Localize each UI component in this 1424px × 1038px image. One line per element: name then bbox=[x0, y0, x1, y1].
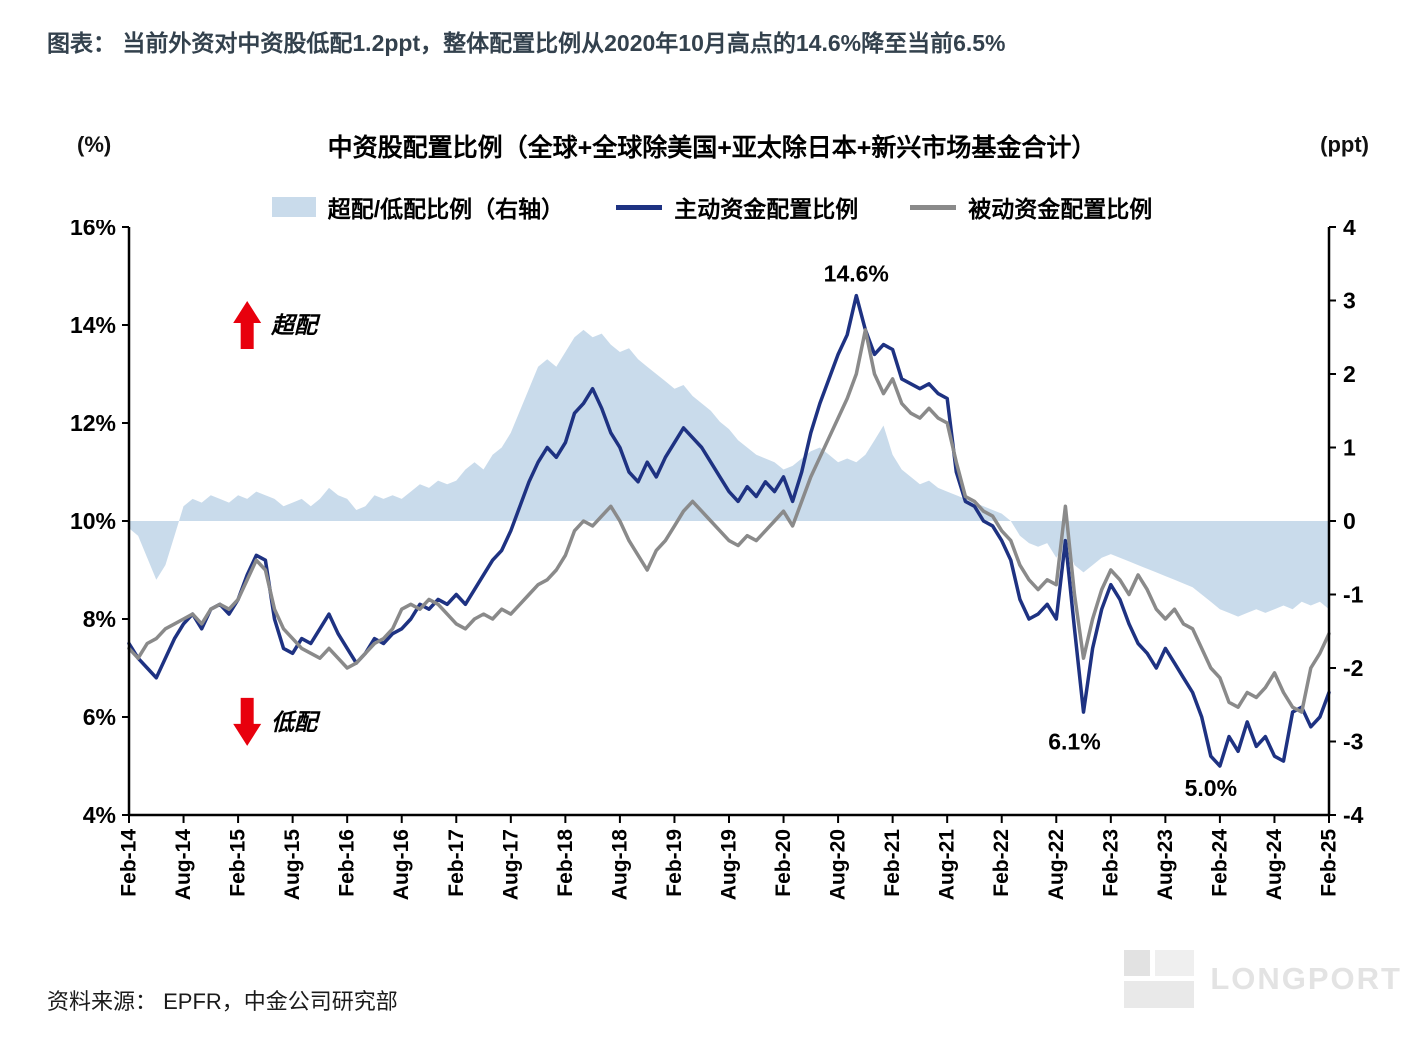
x-tick-label: Aug-20 bbox=[827, 829, 850, 900]
right-tick-label: 0 bbox=[1343, 508, 1356, 534]
left-tick-label: 16% bbox=[70, 220, 116, 240]
x-tick-label: Aug-15 bbox=[281, 829, 304, 900]
right-tick-label: 3 bbox=[1343, 288, 1356, 314]
value-annotation: 5.0% bbox=[1185, 775, 1237, 801]
longport-logo bbox=[1124, 950, 1195, 1008]
x-tick-label: Aug-23 bbox=[1154, 829, 1177, 900]
x-tick-label: Aug-19 bbox=[718, 829, 741, 900]
left-tick-label: 10% bbox=[70, 508, 116, 534]
right-axis-ticks: 4 3 2 1 0 -1 -2 -3 -4 bbox=[1329, 220, 1364, 828]
x-tick-label: Aug-17 bbox=[499, 829, 522, 900]
legend-label-active: 主动资金配置比例 bbox=[674, 196, 859, 222]
logo-block-icon bbox=[1124, 950, 1151, 976]
logo-block-icon bbox=[1124, 981, 1195, 1008]
source-note: 资料来源： EPFR，中金公司研究部 bbox=[47, 989, 398, 1014]
x-tick-label: Feb-18 bbox=[554, 829, 577, 897]
left-tick-label: 4% bbox=[83, 802, 116, 828]
x-tick-label: Aug-18 bbox=[608, 829, 631, 900]
x-tick-label: Feb-15 bbox=[227, 829, 250, 897]
legend-item-active: 主动资金配置比例 bbox=[616, 190, 858, 224]
x-tick-label: Feb-17 bbox=[445, 829, 468, 897]
logo-block-icon bbox=[1155, 950, 1195, 976]
right-tick-label: 2 bbox=[1343, 361, 1356, 387]
legend-item-passive: 被动资金配置比例 bbox=[910, 190, 1152, 224]
right-tick-label: -2 bbox=[1343, 655, 1363, 681]
spread-area-series bbox=[129, 329, 1329, 617]
left-tick-label: 12% bbox=[70, 410, 116, 436]
legend-label-passive: 被动资金配置比例 bbox=[968, 196, 1153, 222]
value-annotation: 14.6% bbox=[824, 261, 889, 287]
x-tick-label: Feb-19 bbox=[663, 829, 686, 897]
left-tick-label: 6% bbox=[83, 704, 116, 730]
left-tick-label: 8% bbox=[83, 606, 116, 632]
right-tick-label: -1 bbox=[1343, 582, 1364, 608]
right-tick-label: 4 bbox=[1343, 220, 1356, 240]
active-fund-line-series bbox=[127, 293, 1331, 768]
passive-line-swatch bbox=[910, 204, 957, 210]
underweight-label: 低配 bbox=[271, 709, 321, 735]
right-tick-label: -4 bbox=[1343, 802, 1364, 828]
x-tick-label: Aug-21 bbox=[936, 829, 959, 900]
x-tick-label: Feb-22 bbox=[990, 829, 1013, 897]
right-tick-label: 1 bbox=[1343, 435, 1356, 461]
x-tick-label: Feb-25 bbox=[1318, 829, 1341, 897]
underweight-arrow-icon bbox=[233, 697, 262, 746]
chart-headline: 图表： 当前外资对中资股低配1.2ppt，整体配置比例从2020年10月高点的1… bbox=[47, 30, 1006, 56]
overweight-arrow-icon bbox=[233, 301, 262, 349]
longport-wordmark: LONGPORT bbox=[1210, 961, 1402, 996]
x-tick-label: Feb-16 bbox=[336, 829, 359, 897]
overweight-label: 超配 bbox=[270, 312, 321, 338]
plot-svg: 16% 14% 12% 10% 8% 6% 4% 4 3 2 1 0 -1 -2 -3 -4 Feb-14 Aug… bbox=[70, 220, 1364, 900]
left-axis-unit: (%) bbox=[77, 132, 112, 157]
x-tick-label: Aug-24 bbox=[1263, 829, 1286, 900]
left-tick-label: 14% bbox=[70, 312, 116, 338]
right-tick-label: -3 bbox=[1343, 729, 1363, 755]
passive-fund-line-series bbox=[127, 328, 1331, 714]
x-tick-label: Aug-16 bbox=[390, 829, 413, 900]
x-tick-label: Feb-14 bbox=[118, 829, 141, 897]
x-tick-label: Feb-24 bbox=[1208, 829, 1231, 897]
x-tick-label: Feb-21 bbox=[881, 829, 904, 897]
chart-card: (%) 中资股配置比例（全球+全球除美国+亚太除日本+新兴市场基金合计） (pp… bbox=[47, 100, 1377, 960]
area-swatch bbox=[271, 197, 316, 217]
legend-label-spread: 超配/低配比例（右轴） bbox=[327, 196, 565, 222]
value-annotation: 6.1% bbox=[1048, 729, 1100, 755]
x-tick-label: Feb-23 bbox=[1099, 829, 1122, 897]
longport-watermark: LONGPORT bbox=[1124, 950, 1402, 1008]
chart-title: 中资股配置比例（全球+全球除美国+亚太除日本+新兴市场基金合计） bbox=[327, 134, 1097, 162]
legend-item-spread: 超配/低配比例（右轴） bbox=[271, 190, 565, 224]
legend: 超配/低配比例（右轴） 主动资金配置比例 被动资金配置比例 bbox=[47, 190, 1377, 224]
right-axis-unit: (ppt) bbox=[1320, 132, 1369, 157]
active-line-swatch bbox=[616, 204, 663, 210]
x-axis-ticks: Feb-14 Aug-14 Feb-15 Aug-15 Feb-16 Aug-16 Feb-… bbox=[118, 815, 1341, 900]
x-tick-label: Aug-14 bbox=[172, 829, 195, 900]
x-tick-label: Aug-22 bbox=[1045, 829, 1068, 900]
left-axis-ticks: 16% 14% 12% 10% 8% 6% 4% bbox=[70, 220, 129, 828]
x-tick-label: Feb-20 bbox=[772, 829, 795, 897]
